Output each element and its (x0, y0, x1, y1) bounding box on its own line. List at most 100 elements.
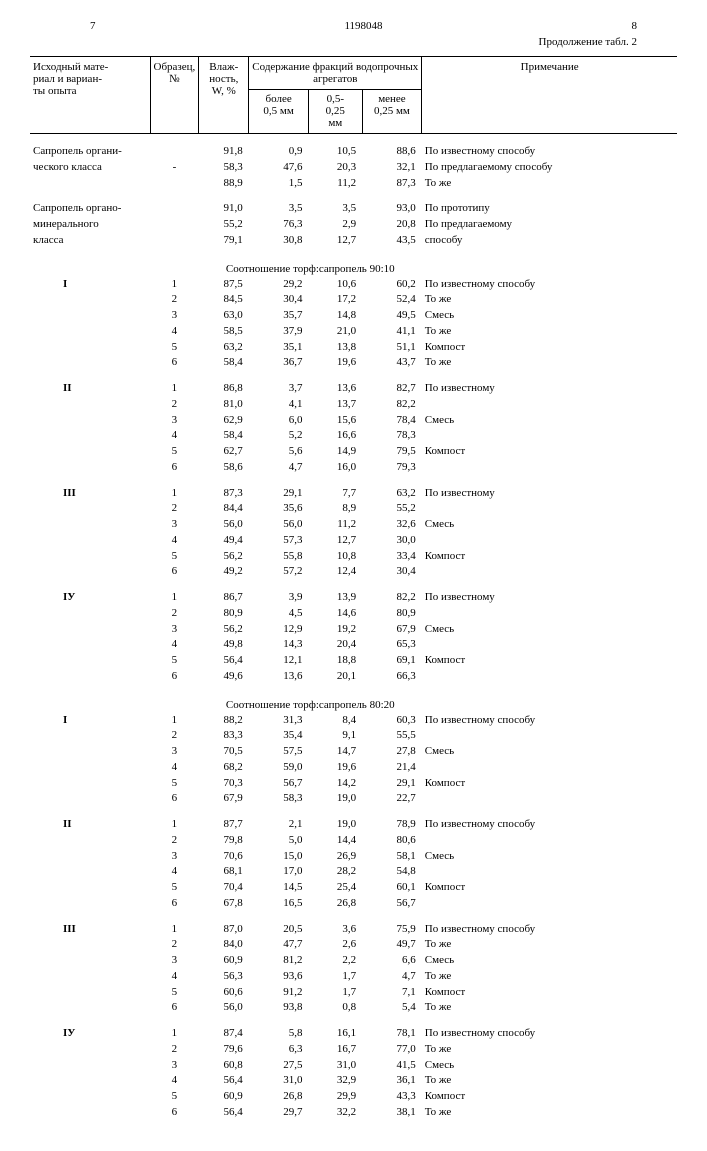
material-cell (30, 849, 150, 865)
table-row: 649,257,212,430,4 (30, 564, 677, 580)
note-cell (422, 896, 677, 912)
frac-c-cell: 41,5 (362, 1058, 422, 1074)
table-row: 284,435,68,955,2 (30, 501, 677, 517)
frac-a-cell: 35,4 (249, 728, 309, 744)
sample-cell: 3 (150, 622, 199, 638)
frac-a-cell: 36,7 (249, 355, 309, 371)
note-cell: По предлагаемому (422, 217, 677, 233)
material-cell (30, 864, 150, 880)
frac-a-cell: 57,5 (249, 744, 309, 760)
moisture-cell: 56,0 (199, 1000, 249, 1016)
frac-b-cell: 10,5 (308, 144, 362, 160)
frac-c-cell: 60,3 (362, 713, 422, 729)
frac-b-cell: 19,6 (308, 760, 362, 776)
material-cell (30, 517, 150, 533)
moisture-cell: 60,6 (199, 985, 249, 1001)
table-row: I187,529,210,660,2По известному способу (30, 277, 677, 293)
frac-b-cell: 19,0 (308, 791, 362, 807)
note-cell (422, 397, 677, 413)
frac-b-cell: 19,0 (308, 817, 362, 833)
frac-c-cell: 87,3 (362, 176, 422, 192)
frac-c-cell: 65,3 (362, 637, 422, 653)
frac-b-cell: 14,6 (308, 606, 362, 622)
table-row: 562,75,614,979,5Компост (30, 444, 677, 460)
note-cell: По предлагаемому способу (422, 160, 677, 176)
sample-cell (150, 233, 199, 249)
frac-a-cell: 4,1 (249, 397, 309, 413)
frac-a-cell: 1,5 (249, 176, 309, 192)
frac-c-cell: 63,2 (362, 486, 422, 502)
table-row: 656,093,80,85,4То же (30, 1000, 677, 1016)
table-row: 458,537,921,041,1То же (30, 324, 677, 340)
frac-b-cell: 31,0 (308, 1058, 362, 1074)
frac-b-cell: 14,8 (308, 308, 362, 324)
table-row: 570,356,714,229,1Компост (30, 776, 677, 792)
note-cell: По известному (422, 381, 677, 397)
frac-c-cell: 29,1 (362, 776, 422, 792)
sample-cell: 6 (150, 460, 199, 476)
frac-c-cell: 82,2 (362, 590, 422, 606)
frac-a-cell: 93,6 (249, 969, 309, 985)
moisture-cell: 58,5 (199, 324, 249, 340)
note-cell: То же (422, 1073, 677, 1089)
frac-a-cell: 35,6 (249, 501, 309, 517)
frac-b-cell: 20,4 (308, 637, 362, 653)
moisture-cell: 49,4 (199, 533, 249, 549)
sample-cell: 3 (150, 517, 199, 533)
frac-b-cell: 10,6 (308, 277, 362, 293)
frac-b-cell: 9,1 (308, 728, 362, 744)
frac-a-cell: 35,7 (249, 308, 309, 324)
moisture-cell: 56,2 (199, 549, 249, 565)
note-cell: То же (422, 355, 677, 371)
frac-b-cell: 16,0 (308, 460, 362, 476)
frac-b-cell: 32,2 (308, 1105, 362, 1121)
note-cell: Компост (422, 653, 677, 669)
frac-c-cell: 88,6 (362, 144, 422, 160)
frac-a-cell: 5,6 (249, 444, 309, 460)
frac-a-cell: 2,1 (249, 817, 309, 833)
frac-c-cell: 56,7 (362, 896, 422, 912)
material-cell (30, 896, 150, 912)
frac-b-cell: 20,1 (308, 669, 362, 685)
note-cell: По известному способу (422, 144, 677, 160)
note-cell (422, 728, 677, 744)
table-row: III187,020,53,675,9По известному способу (30, 922, 677, 938)
frac-b-cell: 20,3 (308, 160, 362, 176)
table-row: II187,72,119,078,9По известному способу (30, 817, 677, 833)
sample-cell: 4 (150, 637, 199, 653)
frac-b-cell: 13,6 (308, 381, 362, 397)
frac-b-cell: 3,6 (308, 922, 362, 938)
material-cell (30, 953, 150, 969)
table-row: 356,212,919,267,9Смесь (30, 622, 677, 638)
sample-cell: 1 (150, 922, 199, 938)
table-row: IУ187,45,816,178,1По известному способу (30, 1026, 677, 1042)
table-row: 363,035,714,849,5Смесь (30, 308, 677, 324)
material-cell (30, 985, 150, 1001)
frac-a-cell: 57,3 (249, 533, 309, 549)
sample-cell: 2 (150, 397, 199, 413)
note-cell: Компост (422, 340, 677, 356)
frac-a-cell: 3,9 (249, 590, 309, 606)
frac-c-cell: 32,1 (362, 160, 422, 176)
frac-b-cell: 26,8 (308, 896, 362, 912)
table-row: класса79,130,812,743,5способу (30, 233, 677, 249)
sample-cell: 2 (150, 292, 199, 308)
moisture-cell: 79,6 (199, 1042, 249, 1058)
frac-c-cell: 22,7 (362, 791, 422, 807)
frac-c-cell: 43,7 (362, 355, 422, 371)
sample-cell: 6 (150, 896, 199, 912)
note-cell: По прототипу (422, 201, 677, 217)
note-cell: То же (422, 1042, 677, 1058)
frac-b-cell: 25,4 (308, 880, 362, 896)
frac-b-cell: 12,7 (308, 233, 362, 249)
frac-a-cell: 93,8 (249, 1000, 309, 1016)
note-cell (422, 669, 677, 685)
frac-c-cell: 4,7 (362, 969, 422, 985)
material-cell (30, 937, 150, 953)
table-row: 468,259,019,621,4 (30, 760, 677, 776)
sample-cell: - (150, 160, 199, 176)
material-cell (30, 1105, 150, 1121)
moisture-cell: 87,7 (199, 817, 249, 833)
moisture-cell: 70,5 (199, 744, 249, 760)
note-cell: То же (422, 1105, 677, 1121)
